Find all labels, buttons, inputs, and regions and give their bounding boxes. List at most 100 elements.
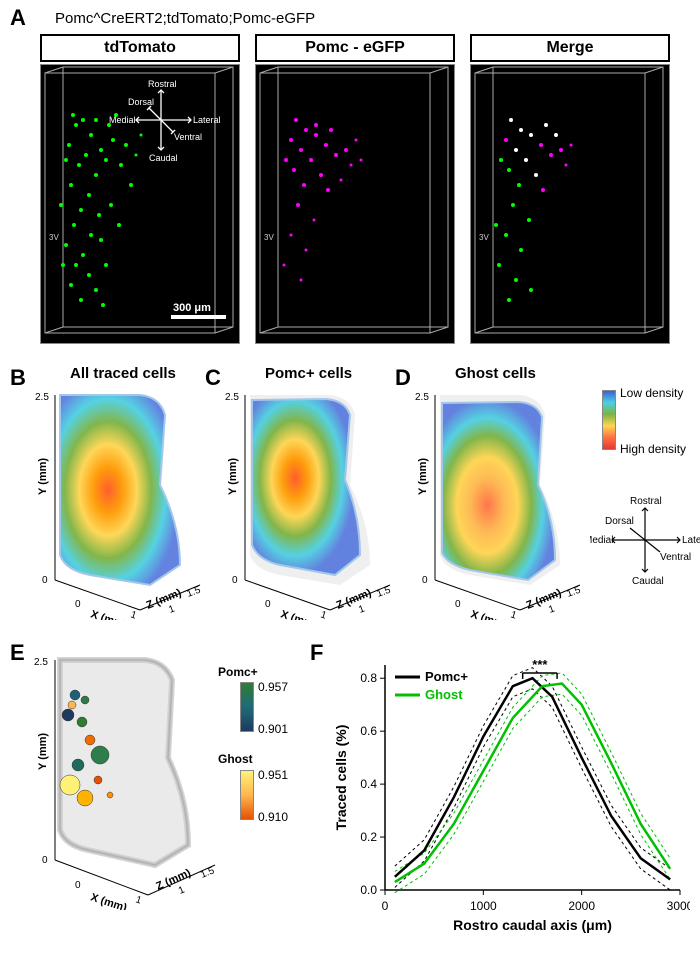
svg-text:1: 1 (129, 609, 138, 620)
panel-b-label: B (10, 365, 26, 391)
svg-text:1: 1 (177, 884, 187, 896)
panel-f-label: F (310, 640, 323, 666)
svg-text:1.5: 1.5 (565, 585, 582, 600)
third-ventricle-label: 3V (49, 233, 59, 242)
scatter-point (91, 746, 109, 764)
svg-text:0: 0 (75, 599, 81, 610)
svg-text:Ventral: Ventral (660, 552, 691, 563)
scatter-point (68, 701, 76, 709)
svg-text:X (mm): X (mm) (469, 608, 508, 620)
svg-text:0.8: 0.8 (360, 671, 377, 685)
compass-ventral: Ventral (174, 132, 202, 142)
svg-text:2000: 2000 (568, 899, 595, 913)
panel-e-label: E (10, 640, 25, 666)
svg-text:0: 0 (75, 880, 81, 891)
scatter-point (77, 717, 87, 727)
panel-e-ghost-bot: 0.910 (258, 810, 288, 824)
svg-text:Ghost: Ghost (425, 687, 463, 702)
svg-text:X (mm): X (mm) (89, 608, 128, 620)
svg-text:0: 0 (232, 575, 238, 586)
svg-text:0: 0 (265, 599, 271, 610)
micrograph-merge-svg: 3V (471, 65, 671, 345)
panel-f-chart: 0.00.20.40.60.80100020003000Rostro cauda… (330, 655, 690, 940)
svg-text:Dorsal: Dorsal (605, 516, 634, 527)
svg-text:Z (mm): Z (mm) (525, 587, 564, 612)
micrograph-tdtomato-svg: Rostral Dorsal Medial Lateral Ventral Ca… (41, 65, 241, 345)
scatter-point (94, 776, 102, 784)
density-low-label: Low density (620, 386, 683, 400)
micrograph-egfp-svg: 3V (256, 65, 456, 345)
panel-c-label: C (205, 365, 221, 391)
svg-text:0: 0 (422, 575, 428, 586)
svg-text:Traced cells (%): Traced cells (%) (333, 725, 349, 831)
compass-lateral: Lateral (193, 115, 221, 125)
scatter-point (85, 735, 95, 745)
compass-dorsal: Dorsal (128, 97, 154, 107)
svg-text:0: 0 (42, 575, 48, 586)
svg-text:3V: 3V (264, 233, 274, 242)
svg-text:Lateral: Lateral (682, 535, 700, 546)
compass-caudal: Caudal (149, 153, 178, 163)
svg-text:X (mm): X (mm) (89, 891, 128, 910)
svg-text:Pomc+: Pomc+ (425, 669, 468, 684)
svg-text:1.5: 1.5 (185, 585, 202, 600)
panel-e-ghost-bar (240, 770, 254, 820)
svg-text:3000: 3000 (667, 899, 690, 913)
panel-e-plot: 2.50 01 1 1.5 X (mm) Z (mm) Y (mm) (30, 650, 230, 910)
panel-e-pomc-bot: 0.901 (258, 722, 288, 736)
svg-text:1: 1 (134, 894, 143, 906)
svg-text:Y (mm): Y (mm) (37, 458, 49, 495)
svg-text:0: 0 (382, 899, 389, 913)
svg-text:Z (mm): Z (mm) (154, 867, 193, 893)
svg-text:2.5: 2.5 (35, 392, 49, 403)
density-map-all: 2.5 0 0 1 1 1.5 X (mm) Z (mm) Y (mm) (30, 385, 205, 620)
svg-text:1000: 1000 (470, 899, 497, 913)
svg-text:0: 0 (42, 855, 48, 866)
micrograph-egfp: 3V (255, 64, 455, 344)
svg-text:3V: 3V (479, 233, 489, 242)
micrograph-tdtomato: Rostral Dorsal Medial Lateral Ventral Ca… (40, 64, 240, 344)
micrograph-merge: 3V (470, 64, 670, 344)
svg-text:1: 1 (167, 603, 176, 615)
svg-text:2.5: 2.5 (415, 392, 429, 403)
svg-text:2.5: 2.5 (34, 657, 48, 668)
svg-text:Z (mm): Z (mm) (335, 587, 374, 612)
header-tdtomato: tdTomato (40, 34, 240, 62)
svg-text:1.5: 1.5 (375, 585, 392, 600)
svg-text:Rostral: Rostral (630, 496, 662, 507)
panel-e-pomc-label: Pomc+ (218, 665, 258, 679)
panel-b-title: All traced cells (70, 365, 176, 382)
svg-text:***: *** (532, 657, 548, 672)
svg-text:Caudal: Caudal (632, 576, 664, 587)
svg-text:0.2: 0.2 (360, 830, 377, 844)
svg-text:1: 1 (319, 609, 328, 620)
svg-text:0.4: 0.4 (360, 777, 377, 791)
scatter-point (72, 759, 84, 771)
panel-d-title: Ghost cells (455, 365, 536, 382)
panel-a-label: A (10, 5, 26, 31)
panel-c-title: Pomc+ cells (265, 365, 352, 382)
svg-text:0.0: 0.0 (360, 883, 377, 897)
svg-text:0.6: 0.6 (360, 724, 377, 738)
orientation-compass-2: Rostral Dorsal Medial Lateral Ventral Ca… (590, 490, 700, 600)
panel-d-label: D (395, 365, 411, 391)
density-map-pomc: 2.50 01 11.5 X (mm) Z (mm) Y (mm) (220, 385, 395, 620)
panel-e-pomc-bar (240, 682, 254, 732)
density-map-ghost: 2.50 01 11.5 X (mm) Z (mm) Y (mm) (410, 385, 585, 620)
svg-text:1: 1 (357, 603, 366, 615)
svg-text:X (mm): X (mm) (279, 608, 318, 620)
scalebar-label: 300 μm (173, 302, 211, 314)
header-egfp: Pomc - eGFP (255, 34, 455, 62)
panel-e-pomc-top: 0.957 (258, 680, 288, 694)
svg-text:1: 1 (509, 609, 518, 620)
scatter-point (60, 775, 80, 795)
svg-text:1.5: 1.5 (199, 865, 216, 881)
scatter-point (81, 696, 89, 704)
svg-text:0: 0 (455, 599, 461, 610)
svg-text:Z (mm): Z (mm) (145, 587, 184, 612)
panel-e-ghost-top: 0.951 (258, 768, 288, 782)
compass-rostral: Rostral (148, 79, 177, 89)
scatter-point (107, 792, 113, 798)
svg-text:2.5: 2.5 (225, 392, 239, 403)
scatter-point (70, 690, 80, 700)
